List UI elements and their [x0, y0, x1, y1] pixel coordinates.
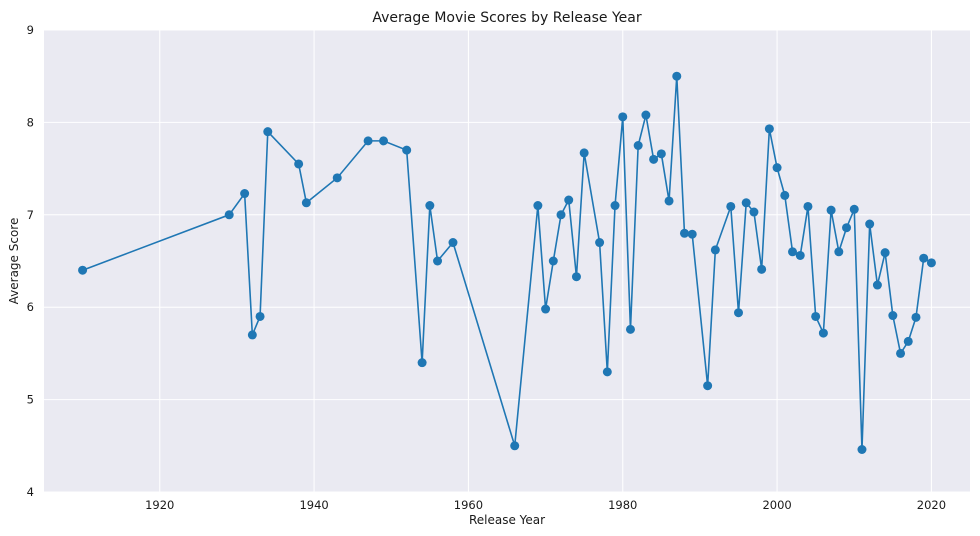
data-point	[78, 265, 88, 275]
data-point	[818, 328, 828, 338]
data-point	[571, 272, 581, 282]
data-point	[595, 238, 605, 248]
y-tick-label: 6	[27, 300, 34, 314]
data-point	[425, 201, 435, 211]
x-tick-label: 1920	[145, 498, 174, 512]
data-point	[888, 311, 898, 321]
data-point	[911, 312, 921, 322]
gridlines	[44, 29, 970, 493]
data-point	[332, 173, 342, 183]
y-tick-label: 9	[27, 23, 34, 37]
x-tick-label: 1940	[299, 498, 328, 512]
data-point	[896, 348, 906, 358]
data-point	[548, 256, 558, 266]
data-point	[541, 304, 551, 314]
data-point	[741, 198, 751, 208]
y-tick-label: 8	[27, 115, 34, 129]
data-point	[749, 207, 759, 217]
data-point	[633, 141, 643, 150]
data-point	[803, 201, 813, 211]
y-axis-ticks: 4 5 6 7 8 9	[27, 23, 34, 499]
data-point	[579, 148, 589, 158]
y-tick-label: 4	[27, 485, 34, 499]
data-point	[687, 229, 697, 239]
data-point	[417, 358, 427, 368]
data-point	[510, 441, 520, 451]
data-point	[641, 110, 651, 120]
data-point	[734, 308, 743, 318]
data-point	[224, 210, 234, 220]
data-point	[788, 247, 798, 257]
data-point	[865, 219, 875, 229]
data-point	[448, 238, 458, 248]
x-axis-label: Release Year	[469, 513, 545, 527]
data-point	[363, 136, 373, 146]
data-point	[610, 201, 620, 211]
y-tick-label: 7	[27, 208, 34, 222]
plot-area	[44, 30, 970, 492]
data-point	[903, 336, 913, 346]
data-point	[379, 136, 389, 146]
data-point	[764, 124, 774, 134]
data-point	[301, 198, 311, 208]
data-point	[849, 204, 859, 214]
data-point	[294, 159, 304, 169]
data-point	[618, 112, 628, 122]
data-point	[710, 245, 720, 255]
data-point	[857, 444, 867, 454]
data-point	[240, 189, 250, 199]
data-point	[703, 381, 713, 391]
x-axis-ticks: 1920 1940 1960 1980 2000 2020	[145, 498, 946, 512]
chart-title: Average Movie Scores by Release Year	[372, 10, 641, 26]
data-point	[664, 196, 674, 206]
data-point	[926, 258, 936, 268]
x-tick-label: 2020	[917, 498, 946, 512]
data-point	[679, 228, 689, 238]
data-point	[757, 264, 767, 274]
data-point	[656, 149, 666, 159]
y-axis-label: Average Score	[7, 218, 21, 305]
data-point	[780, 190, 790, 200]
data-point	[433, 256, 443, 266]
data-point	[880, 248, 890, 258]
data-point	[811, 311, 821, 321]
x-tick-label: 1960	[454, 498, 483, 512]
x-tick-label: 1980	[608, 498, 637, 512]
data-point	[919, 253, 929, 263]
data-point	[672, 71, 682, 81]
data-point	[263, 127, 273, 137]
data-point	[649, 154, 659, 164]
data-point	[834, 247, 844, 257]
y-tick-label: 5	[27, 393, 34, 407]
data-point	[726, 201, 736, 211]
data-point	[772, 163, 782, 173]
data-point	[602, 367, 612, 377]
data-point	[872, 280, 882, 290]
data-point	[255, 311, 265, 321]
data-point	[402, 145, 412, 155]
data-series	[78, 71, 936, 454]
data-point	[842, 223, 852, 233]
data-point	[533, 201, 543, 211]
data-point	[564, 195, 574, 205]
data-point	[247, 330, 257, 340]
data-point	[556, 210, 566, 220]
data-point	[625, 324, 635, 334]
data-point	[795, 250, 805, 260]
x-tick-label: 2000	[762, 498, 791, 512]
data-point	[826, 205, 836, 215]
